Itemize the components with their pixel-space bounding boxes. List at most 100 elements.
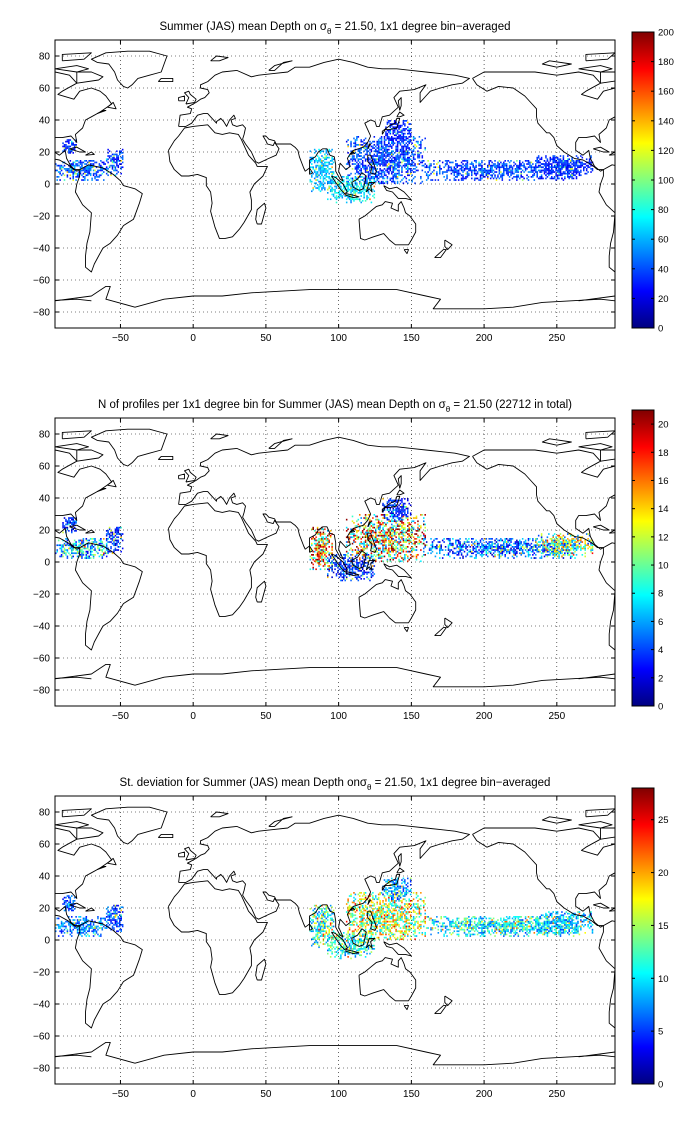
heatmap-cell xyxy=(526,544,528,546)
heatmap-cell xyxy=(545,163,547,165)
heatmap-cell xyxy=(355,192,357,194)
heatmap-cell xyxy=(401,532,403,534)
heatmap-cell xyxy=(323,565,325,567)
heatmap-cell xyxy=(88,549,90,551)
heatmap-cell xyxy=(358,562,360,564)
heatmap-cell xyxy=(71,524,73,526)
heatmap-cell xyxy=(571,544,573,546)
heatmap-cell xyxy=(496,166,498,168)
heatmap-cell xyxy=(96,162,98,164)
heatmap-cell xyxy=(394,516,396,518)
heatmap-cell xyxy=(419,160,421,162)
heatmap-cell xyxy=(64,551,66,553)
heatmap-cell xyxy=(510,538,512,540)
heatmap-cell xyxy=(375,532,377,534)
heatmap-cell xyxy=(324,154,326,156)
heatmap-cell xyxy=(375,163,377,165)
heatmap-cell xyxy=(371,557,373,559)
heatmap-cell xyxy=(406,150,408,152)
heatmap-cell xyxy=(355,166,357,168)
heatmap-cell xyxy=(392,162,394,164)
heatmap-cell xyxy=(56,176,58,178)
heatmap-cell xyxy=(362,157,364,159)
heatmap-cell xyxy=(112,538,114,540)
heatmap-cell xyxy=(500,538,502,540)
heatmap-cell xyxy=(365,186,367,188)
heatmap-cell xyxy=(384,522,386,524)
heatmap-cell xyxy=(362,557,364,559)
heatmap-cell xyxy=(65,520,67,522)
heatmap-cell xyxy=(359,551,361,553)
heatmap-cell xyxy=(376,178,378,180)
heatmap-cell xyxy=(552,554,554,556)
heatmap-cell xyxy=(564,160,566,162)
heatmap-cell xyxy=(317,187,319,189)
heatmap-cell xyxy=(462,556,464,558)
heatmap-cell xyxy=(87,166,89,168)
heatmap-cell xyxy=(394,544,396,546)
heatmap-cell xyxy=(321,160,323,162)
heatmap-cell xyxy=(423,540,425,542)
heatmap-cell xyxy=(81,551,83,553)
heatmap-cell xyxy=(106,538,108,540)
heatmap-cell xyxy=(406,178,408,180)
heatmap-cell xyxy=(323,168,325,170)
heatmap-cell xyxy=(374,514,376,516)
heatmap-cell xyxy=(416,166,418,168)
heatmap-cell xyxy=(387,533,389,535)
heatmap-cell xyxy=(403,146,405,148)
heatmap-cell xyxy=(324,565,326,567)
heatmap-cell xyxy=(310,179,312,181)
heatmap-cell xyxy=(574,557,576,559)
heatmap-cell xyxy=(96,176,98,178)
heatmap-cell xyxy=(317,155,319,157)
heatmap-cell xyxy=(545,546,547,548)
heatmap-cell xyxy=(391,543,393,545)
heatmap-cell xyxy=(398,559,400,561)
x-tick-label: 100 xyxy=(330,333,347,344)
heatmap-cell xyxy=(347,564,349,566)
heatmap-cell xyxy=(536,160,538,162)
heatmap-cell xyxy=(487,171,489,173)
heatmap-cell xyxy=(376,168,378,170)
heatmap-cell xyxy=(381,557,383,559)
heatmap-cell xyxy=(369,178,371,180)
heatmap-cell xyxy=(509,552,511,554)
heatmap-cell xyxy=(330,557,332,559)
heatmap-cell xyxy=(576,173,578,175)
heatmap-cell xyxy=(112,165,114,167)
heatmap-cell xyxy=(317,556,319,558)
heatmap-cell xyxy=(555,170,557,172)
heatmap-cell xyxy=(557,543,559,545)
heatmap-cell xyxy=(365,533,367,535)
heatmap-cell xyxy=(532,174,534,176)
heatmap-cell xyxy=(518,548,520,550)
heatmap-cell xyxy=(320,160,322,162)
heatmap-cell xyxy=(440,548,442,550)
heatmap-cell xyxy=(506,165,508,167)
heatmap-cell xyxy=(318,187,320,189)
heatmap-cell xyxy=(379,527,381,529)
heatmap-cell xyxy=(362,573,364,575)
heatmap-cell xyxy=(360,182,362,184)
heatmap-cell xyxy=(515,546,517,548)
heatmap-cell xyxy=(88,162,90,164)
heatmap-cell xyxy=(422,162,424,164)
heatmap-cell xyxy=(312,567,314,569)
heatmap-cell xyxy=(327,568,329,570)
heatmap-cell xyxy=(320,178,322,180)
heatmap-cell xyxy=(363,165,365,167)
heatmap-cell xyxy=(528,163,530,165)
heatmap-cell xyxy=(536,173,538,175)
heatmap-cell xyxy=(449,166,451,168)
heatmap-cell xyxy=(395,134,397,136)
heatmap-cell xyxy=(94,554,96,556)
heatmap-cell xyxy=(403,516,405,518)
heatmap-cell xyxy=(503,543,505,545)
heatmap-cell xyxy=(477,544,479,546)
heatmap-cell xyxy=(363,192,365,194)
heatmap-cell xyxy=(416,146,418,148)
heatmap-cell xyxy=(312,189,314,191)
heatmap-cell xyxy=(401,171,403,173)
heatmap-cell xyxy=(494,549,496,551)
